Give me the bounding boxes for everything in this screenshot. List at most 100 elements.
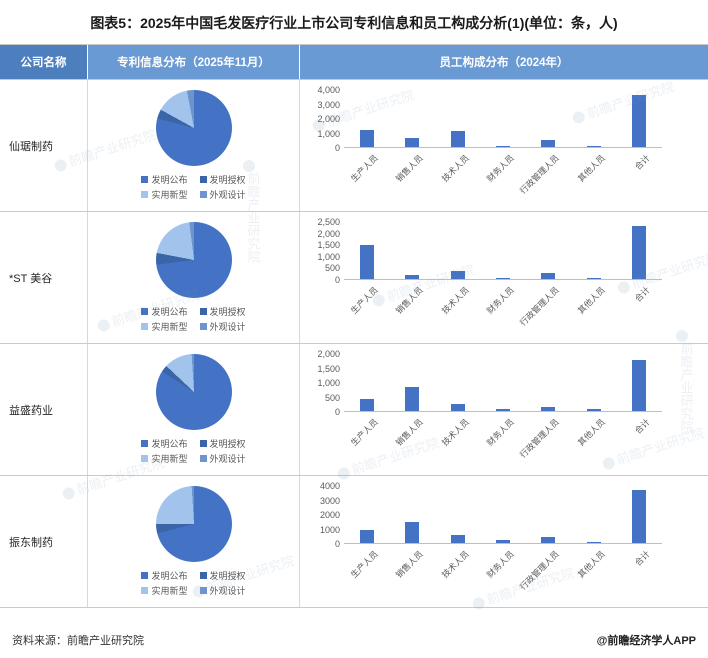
legend-label: 发明公布 xyxy=(151,571,188,581)
bar xyxy=(586,277,601,279)
employee-bar-cell: 4000 3000 2000 1000 0 生产人员 销售人员 技术人员 财务人员 行政管理人员其… xyxy=(300,476,708,607)
y-axis-tick: 0 xyxy=(334,143,340,153)
header-patent-distribution: 专利信息分布（2025年11月） xyxy=(88,45,300,79)
pie-legend: 发明公布 发明授权实用新型 外观设计 xyxy=(141,567,246,597)
legend-item: 实用新型 xyxy=(141,452,188,465)
bar xyxy=(541,273,556,279)
x-axis-label: 合计 xyxy=(632,284,653,304)
y-axis-tick: 1,000 xyxy=(317,378,340,388)
y-axis-tick: 1,500 xyxy=(317,363,340,374)
y-axis-tick: 2,000 xyxy=(317,228,340,239)
legend-label: 发明公布 xyxy=(151,175,188,185)
legend-label: 发明授权 xyxy=(209,307,246,317)
legend-swatch xyxy=(199,176,207,183)
legend-item: 发明授权 xyxy=(199,173,246,186)
bar xyxy=(359,129,374,147)
legend-item: 外观设计 xyxy=(199,584,246,597)
patent-pie-chart xyxy=(155,222,232,298)
x-axis-label: 销售人员 xyxy=(393,284,425,316)
table-row: *ST 美谷 发明公布 发明授权 实用新型 外观设计 2,500 2,000 1,500 1,0… xyxy=(0,211,708,343)
legend-swatch xyxy=(141,440,149,447)
legend-swatch xyxy=(199,455,207,462)
bar-plot xyxy=(344,354,662,412)
bar xyxy=(586,408,601,411)
legend-label: 实用新型 xyxy=(151,322,188,332)
bar xyxy=(496,540,510,543)
legend-item: 实用新型 xyxy=(141,188,188,201)
legend-item: 发明授权 xyxy=(199,437,246,450)
source-note: 资料来源：前瞻产业研究院 xyxy=(12,635,144,647)
x-axis-label: 财务人员 xyxy=(484,152,516,184)
x-axis-label: 销售人员 xyxy=(393,416,425,448)
x-axis-label: 合计 xyxy=(632,152,653,172)
patent-pie-cell: 发明公布 发明授权实用新型 外观设计 xyxy=(88,212,300,343)
legend-item: 发明公布 xyxy=(141,437,188,450)
legend-swatch xyxy=(141,308,149,315)
table-body: 仙琚制药 发明公布 发明授权 实用新型 外观设计 4,000 3,000 2,000 1,000… xyxy=(0,79,708,607)
legend-row: 实用新型 外观设计 xyxy=(141,584,246,597)
legend-label: 实用新型 xyxy=(151,586,188,596)
x-axis-label: 行政管理人员 xyxy=(518,152,562,196)
bar xyxy=(632,360,647,411)
credit-note: @前瞻经济学人APP xyxy=(596,635,696,647)
x-axis-label: 财务人员 xyxy=(484,284,516,316)
employee-bar-cell: 2,500 2,000 1,500 1,000 500 0 生产人员 销售人员 技术人员 财务人员… xyxy=(300,212,708,343)
legend-label: 外观设计 xyxy=(209,190,246,200)
legend-item: 外观设计 xyxy=(199,452,246,465)
bar xyxy=(405,522,420,543)
legend-row: 发明公布 发明授权 xyxy=(141,305,246,318)
patent-pie-cell: 发明公布 发明授权实用新型 外观设计 xyxy=(88,476,300,607)
x-axis-label: 其他人员 xyxy=(575,416,607,448)
y-axis-tick: 4000 xyxy=(319,481,340,491)
y-axis-tick: 1,000 xyxy=(317,128,340,139)
legend-swatch xyxy=(141,191,149,198)
x-axis-label: 行政管理人员 xyxy=(518,284,562,328)
bar xyxy=(405,274,420,279)
legend-row: 发明公布 发明授权 xyxy=(141,173,246,186)
y-axis-tick: 4,000 xyxy=(317,85,340,95)
company-table: 公司名称 专利信息分布（2025年11月） 员工构成分布（2024年） 仙琚制药… xyxy=(0,44,708,608)
legend-row: 实用新型 外观设计 xyxy=(141,188,246,201)
company-name: 振东制药 xyxy=(0,476,88,607)
footer: 资料来源：前瞻产业研究院 @前瞻经济学人APP xyxy=(12,632,696,648)
legend-label: 发明授权 xyxy=(209,439,246,449)
bar xyxy=(541,536,556,543)
legend-label: 外观设计 xyxy=(209,322,246,332)
x-axis-label: 财务人员 xyxy=(484,548,516,580)
legend-row: 实用新型 外观设计 xyxy=(141,320,246,333)
x-axis-label: 合计 xyxy=(632,548,653,568)
bar xyxy=(586,145,601,147)
bar xyxy=(632,225,647,279)
legend-row: 实用新型 外观设计 xyxy=(141,452,246,465)
x-axis-label: 技术人员 xyxy=(439,548,471,580)
page-title: 图表5：2025年中国毛发医疗行业上市公司专利信息和员工构成分析(1)(单位：条… xyxy=(90,15,618,31)
legend-item: 发明公布 xyxy=(141,305,188,318)
bar xyxy=(450,271,465,279)
legend-swatch xyxy=(199,587,207,594)
legend-item: 发明授权 xyxy=(199,569,246,582)
y-axis-tick: 3000 xyxy=(319,495,340,506)
pie-legend: 发明公布 发明授权实用新型 外观设计 xyxy=(141,171,246,201)
bar xyxy=(450,535,465,543)
table-header-row: 公司名称 专利信息分布（2025年11月） 员工构成分布（2024年） xyxy=(0,45,708,79)
bar xyxy=(450,131,465,147)
x-axis-label: 财务人员 xyxy=(484,416,516,448)
table-row: 振东制药 发明公布 发明授权 实用新型 外观设计 4000 3000 2000 1000 0 生产人… xyxy=(0,475,708,607)
employee-bar-cell: 4,000 3,000 2,000 1,000 0 生产人员 销售人员 技术人员 财务人员 行政管… xyxy=(300,80,708,211)
y-axis-tick: 2,000 xyxy=(317,349,340,359)
bar xyxy=(541,139,556,147)
bar-plot xyxy=(344,486,662,544)
y-axis-tick: 2000 xyxy=(319,510,340,520)
x-axis-label: 生产人员 xyxy=(348,284,380,316)
legend-label: 外观设计 xyxy=(209,454,246,464)
pie-legend: 发明公布 发明授权实用新型 外观设计 xyxy=(141,435,246,465)
bar xyxy=(496,277,510,279)
bar xyxy=(632,94,647,147)
x-axis-label: 生产人员 xyxy=(348,152,380,184)
legend-item: 实用新型 xyxy=(141,584,188,597)
legend-label: 发明公布 xyxy=(151,307,188,317)
legend-item: 外观设计 xyxy=(199,188,246,201)
bar xyxy=(450,404,465,411)
bar xyxy=(586,541,601,543)
legend-label: 实用新型 xyxy=(151,190,188,200)
